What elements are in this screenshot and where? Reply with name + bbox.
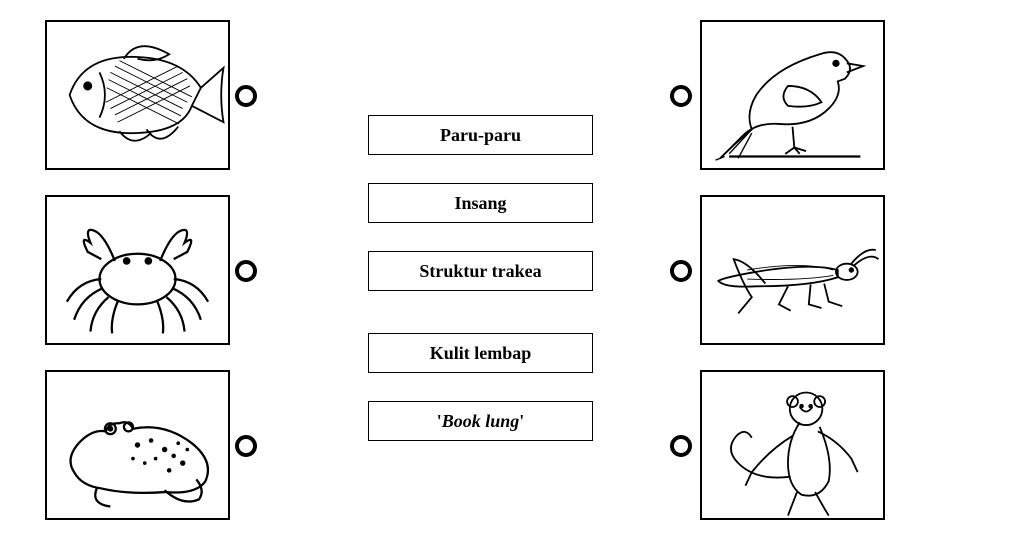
animal-box-fish: [45, 20, 230, 170]
label-book-lung: 'Book lung': [368, 401, 593, 441]
animal-box-grasshopper: [700, 195, 885, 345]
animal-box-bird: [700, 20, 885, 170]
animal-box-frog: [45, 370, 230, 520]
quote-close: ': [519, 411, 524, 431]
animal-box-crab: [45, 195, 230, 345]
label-text: Kulit lembap: [430, 343, 532, 364]
bird-illustration: [702, 22, 883, 168]
match-dot-frog[interactable]: [235, 435, 257, 457]
label-italic: Book lung: [442, 411, 520, 431]
match-dot-grasshopper[interactable]: [670, 260, 692, 282]
match-dot-fish[interactable]: [235, 85, 257, 107]
match-dot-monkey[interactable]: [670, 435, 692, 457]
label-paru-paru: Paru-paru: [368, 115, 593, 155]
crab-illustration: [47, 197, 228, 343]
label-struktur-trakea: Struktur trakea: [368, 251, 593, 291]
label-text-composite: 'Book lung': [437, 411, 525, 432]
match-dot-crab[interactable]: [235, 260, 257, 282]
match-dot-bird[interactable]: [670, 85, 692, 107]
label-kulit-lembap: Kulit lembap: [368, 333, 593, 373]
label-text: Struktur trakea: [419, 261, 541, 282]
fish-illustration: [47, 22, 228, 168]
label-insang: Insang: [368, 183, 593, 223]
animal-box-monkey: [700, 370, 885, 520]
label-text: Paru-paru: [440, 125, 521, 146]
label-text: Insang: [454, 193, 506, 214]
frog-illustration: [47, 372, 228, 518]
monkey-illustration: [702, 372, 883, 518]
grasshopper-illustration: [702, 197, 883, 343]
